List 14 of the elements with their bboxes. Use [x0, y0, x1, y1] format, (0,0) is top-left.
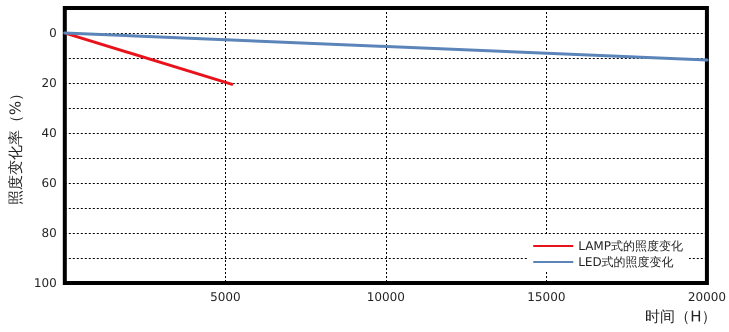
y-tick-label: 60 — [42, 176, 57, 190]
y-tick-label: 0 — [49, 26, 57, 40]
y-tick-label: 40 — [42, 126, 57, 140]
y-tick-label: 100 — [34, 276, 57, 290]
x-tick-label: 5000 — [210, 290, 241, 304]
legend-label: LAMP式的照度变化 — [578, 239, 684, 253]
x-tick-label: 20000 — [688, 290, 726, 304]
x-axis-title: 时间（H） — [645, 308, 716, 326]
y-tick-label: 20 — [42, 76, 57, 90]
x-tick-label: 10000 — [366, 290, 405, 304]
y-axis-title: 照度变化率（%） — [6, 86, 24, 206]
y-tick-label: 80 — [42, 226, 57, 240]
x-tick-label: 15000 — [527, 290, 566, 304]
legend-label: LED式的照度变化 — [578, 255, 674, 269]
